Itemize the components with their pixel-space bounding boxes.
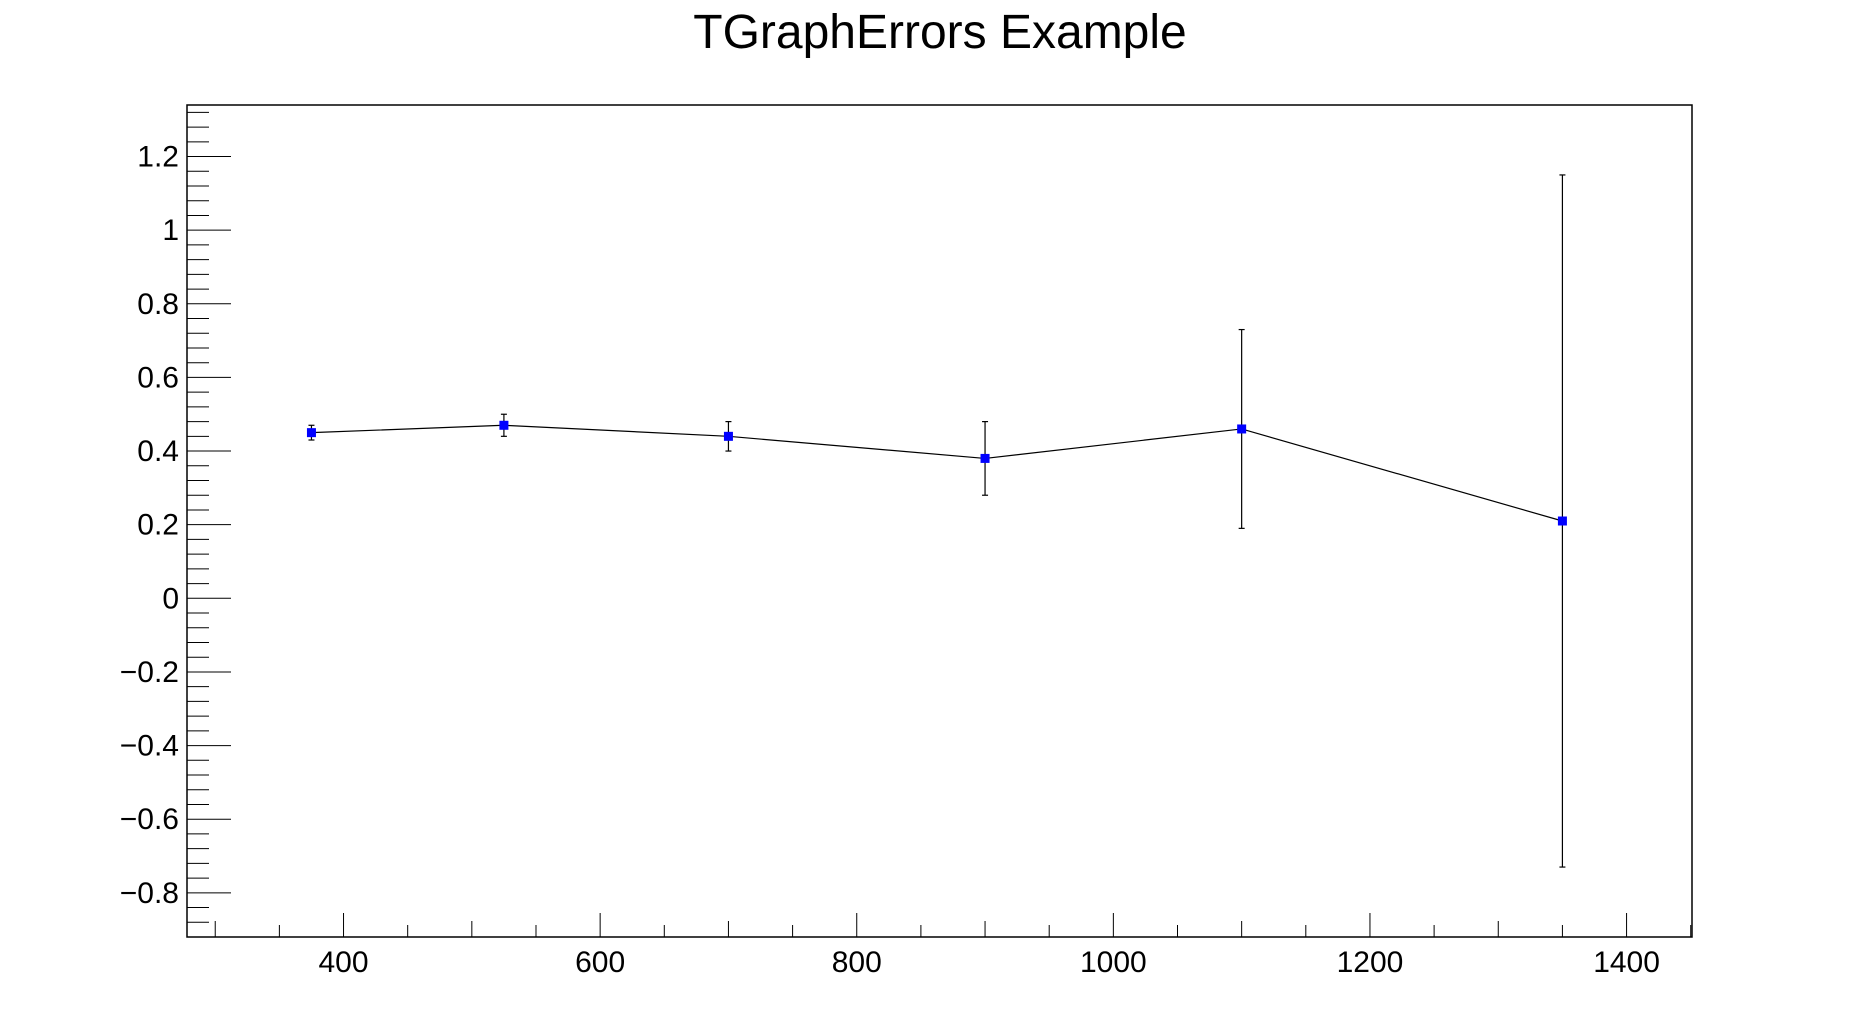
y-tick-label: 1 (162, 214, 179, 247)
y-tick-label: −0.6 (120, 803, 179, 836)
x-tick-label: 400 (318, 946, 368, 979)
y-tick-label: 0.8 (137, 288, 179, 321)
y-tick-label: 0 (162, 582, 179, 615)
y-tick-label: 0.4 (137, 435, 179, 468)
y-tick-label: 1.2 (137, 141, 179, 174)
x-tick-label: 1000 (1080, 946, 1147, 979)
series-layer (306, 174, 1567, 868)
data-point (499, 420, 509, 430)
x-tick-label: 1400 (1593, 946, 1660, 979)
plot-frame (186, 104, 1693, 938)
chart-title: TGraphErrors Example (693, 6, 1186, 59)
y-tick-label: −0.2 (120, 656, 179, 689)
data-point (723, 431, 733, 441)
x-tick-label: 600 (575, 946, 625, 979)
y-tick-label: −0.4 (120, 730, 179, 763)
x-axis: 400 600 800 1000 1200 1400 (214, 913, 1692, 979)
y-tick-label: 0.6 (137, 361, 179, 394)
series-line (311, 424, 1563, 522)
x-tick-label: 1200 (1337, 946, 1404, 979)
y-tick-label: 0.2 (137, 509, 179, 542)
y-axis: −0.8 −0.6 −0.4 −0.2 0 0.2 0.4 0.6 0.8 1 1.2 (120, 111, 231, 938)
data-point (980, 453, 990, 463)
x-tick-label: 800 (832, 946, 882, 979)
data-point (1237, 424, 1247, 434)
data-point (1557, 516, 1567, 526)
y-tick-label: −0.8 (120, 877, 179, 910)
data-point (306, 428, 316, 438)
